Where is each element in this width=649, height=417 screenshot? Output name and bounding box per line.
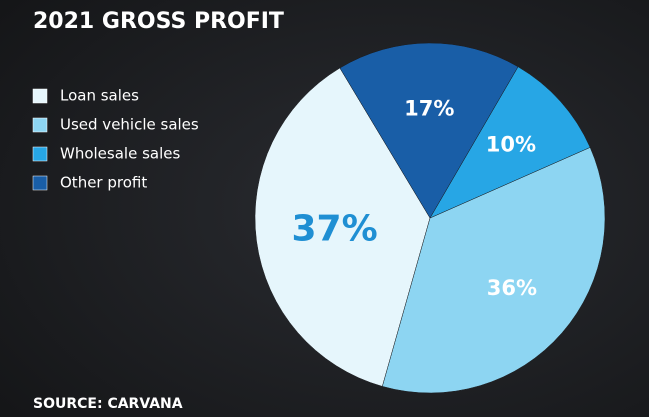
slice-label: 37% bbox=[292, 209, 378, 250]
chart-title: 2021 GROSS PROFIT bbox=[33, 9, 284, 34]
legend-label: Loan sales bbox=[60, 87, 139, 105]
legend-swatch bbox=[32, 146, 48, 162]
slice-label: 17% bbox=[404, 97, 454, 121]
legend-swatch bbox=[32, 117, 48, 133]
pie-slice bbox=[254, 67, 431, 387]
pie-slice bbox=[339, 42, 519, 219]
slice-label: 36% bbox=[487, 276, 537, 300]
source: SOURCE: CARVANA bbox=[33, 396, 183, 412]
legend-label: Wholesale sales bbox=[60, 145, 180, 163]
legend-swatch bbox=[32, 175, 48, 191]
legend-label: Used vehicle sales bbox=[60, 116, 199, 134]
legend-swatch bbox=[32, 88, 48, 104]
pie-slice bbox=[429, 66, 591, 219]
legend-label: Other profit bbox=[60, 174, 147, 192]
pie-slice bbox=[382, 147, 606, 394]
slice-label: 10% bbox=[486, 133, 536, 157]
